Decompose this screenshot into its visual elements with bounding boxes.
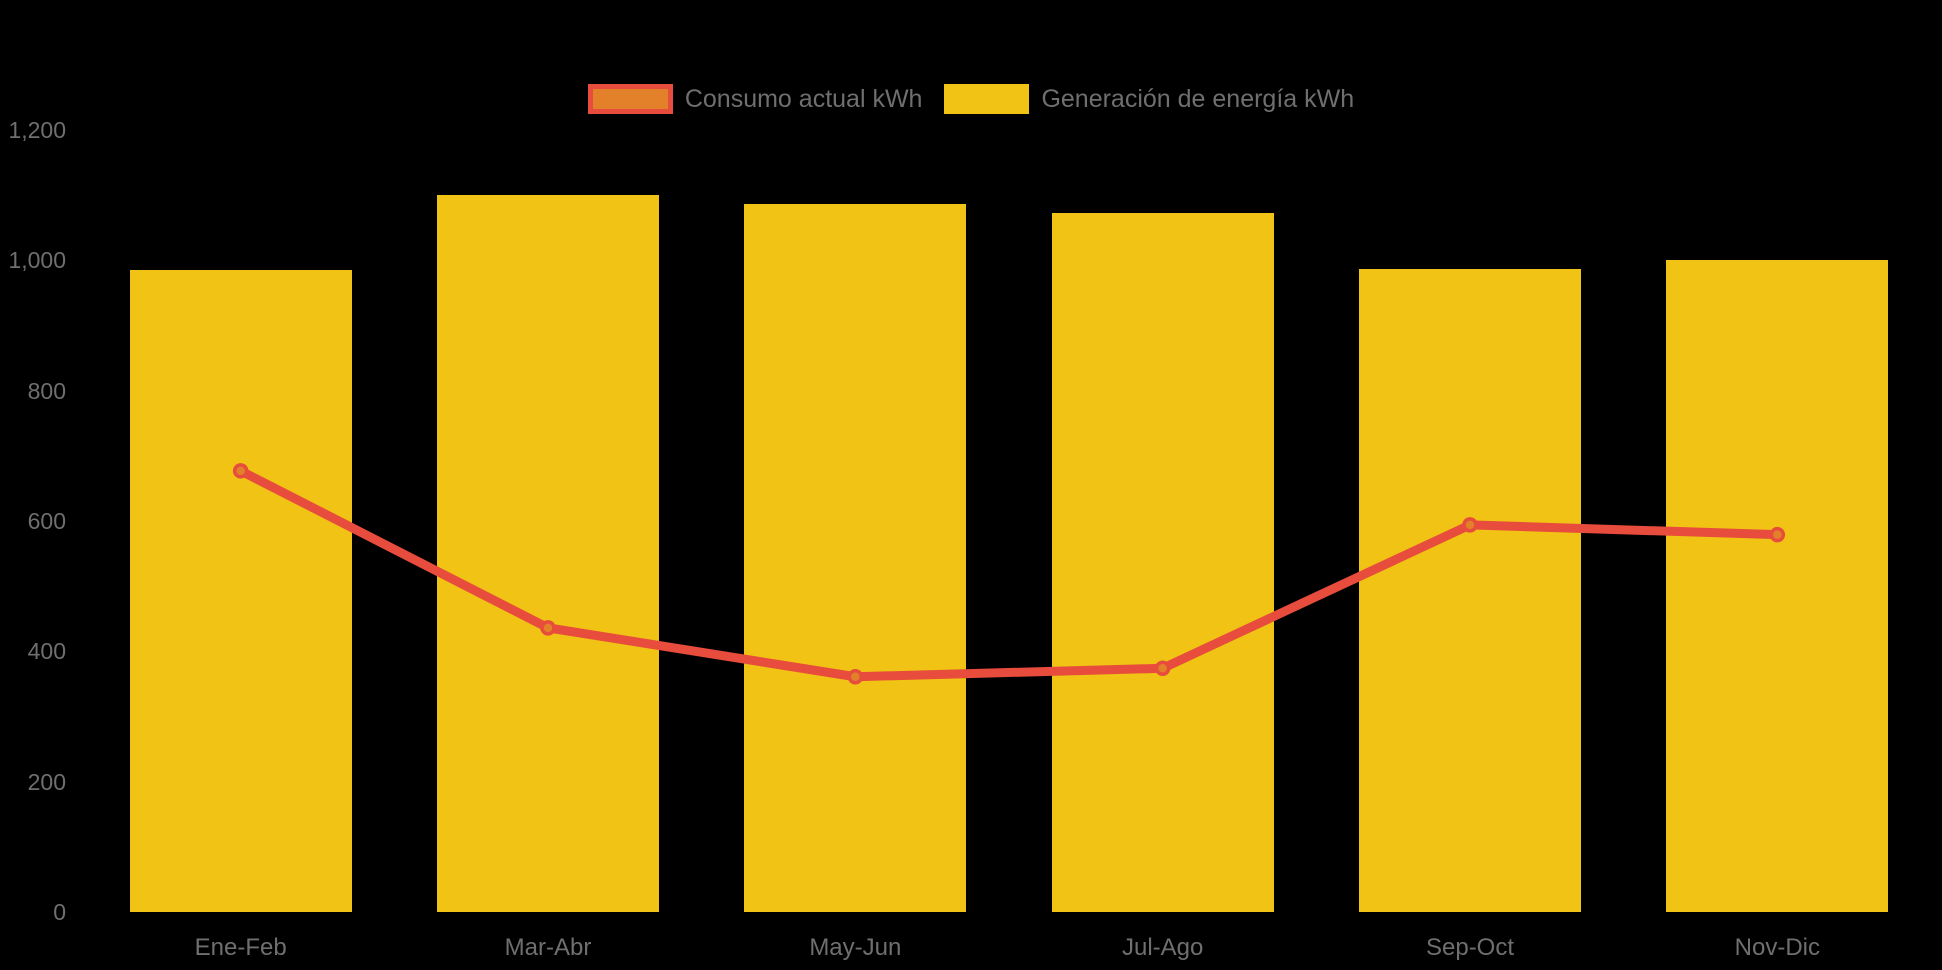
legend-label-generacion-energia: Generación de energía kWh [1041, 84, 1355, 113]
legend-swatch-consumo-actual [587, 84, 673, 114]
x-axis-label-nov-dic: Nov-Dic [1734, 934, 1820, 961]
line-marker-may-jun [847, 668, 864, 685]
line-marker-sep-oct [1462, 517, 1478, 533]
legend: Consumo actual kWh Generación de energía… [0, 84, 1942, 114]
y-axis-tick-label-200: 200 [27, 768, 66, 795]
x-axis-label-mar-abr: Mar-Abr [504, 934, 592, 961]
bar-generacion-sep-oct [1359, 269, 1581, 912]
line-marker-ene-feb [232, 463, 249, 479]
line-marker-jul-ago [1154, 660, 1171, 677]
y-axis-tick-label-1000: 1,000 [8, 247, 66, 274]
y-axis-tick-label-800: 800 [27, 377, 66, 404]
line-marker-nov-dic [1769, 526, 1786, 543]
x-axis-label-may-jun: May-Jun [809, 934, 902, 961]
x-axis-label-jul-ago: Jul-Ago [1121, 934, 1204, 961]
bar-generacion-jul-ago [1051, 213, 1274, 912]
x-axis-label-sep-oct: Sep-Oct [1425, 934, 1515, 961]
bar-generacion-mar-abr [437, 195, 659, 912]
legend-item-generacion-energia[interactable]: Generación de energía kWh [944, 84, 1354, 114]
x-axis-label-ene-feb: Ene-Feb [194, 934, 287, 961]
legend-swatch-generacion-energia [944, 84, 1030, 114]
y-axis-tick-label-600: 600 [27, 508, 66, 534]
y-axis-tick-label-0: 0 [53, 899, 66, 925]
legend-item-consumo-actual[interactable]: Consumo actual kWh [587, 84, 923, 114]
y-axis-tick-label-1200: 1,200 [8, 117, 66, 143]
bar-generacion-may-jun [744, 204, 967, 912]
line-consumo-actual [236, 466, 1782, 682]
line-marker-mar-abr [540, 620, 556, 636]
bar-generacion-ene-feb [129, 270, 352, 912]
y-axis-tick-label-400: 400 [27, 638, 66, 665]
bar-generacion-nov-dic [1666, 259, 1889, 912]
legend-label-consumo-actual: Consumo actual kWh [684, 84, 923, 113]
